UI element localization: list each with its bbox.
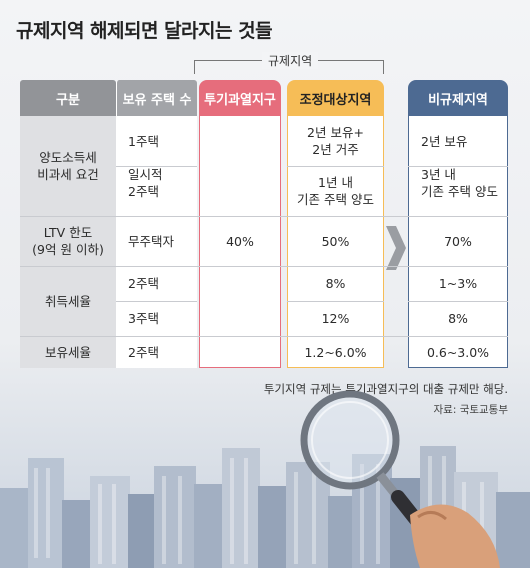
column-adjusted: 2년 보유+ 2년 거주 1년 내 기존 주택 양도 50% 8% 12% 1.… [287, 116, 384, 368]
cell-line: 2년 거주 [312, 142, 359, 157]
cell-spec-ltv: 40% [226, 233, 254, 249]
page-title: 규제지역 해제되면 달라지는 것들 [16, 20, 273, 42]
row-divider [287, 301, 384, 302]
cell-house-acq-3: 3주택 [128, 311, 159, 326]
cell-non-holding: 0.6~3.0% [426, 344, 490, 360]
column-house-count: 1주택 일시적 2주택 무주택자 2주택 3주택 2주택 [116, 116, 197, 368]
magnifying-glass-icon [300, 390, 500, 568]
row-divider [20, 266, 508, 267]
cell-adj-1: 2년 보유+ 2년 거주 [288, 116, 383, 166]
right-arrow-icon [386, 226, 406, 270]
row-label-ltv: LTV 한도 (9억 원 이하) [20, 216, 116, 266]
cell-non-acq-2: 1~3% [438, 276, 478, 291]
cell-line: 기존 주택 양도 [297, 192, 374, 207]
cell-adj-holding: 1.2~6.0% [304, 344, 367, 360]
row-divider [20, 336, 508, 337]
cell-line: 1년 내 [318, 175, 353, 190]
row-divider [408, 166, 508, 167]
footnote: 투기지역 규제는 투기과열지구의 대출 규제만 해당. [263, 382, 508, 396]
row-label-acquisition-tax: 취득세율 [44, 293, 91, 309]
label-line: LTV 한도 [43, 225, 93, 240]
row-divider [116, 301, 197, 302]
header-house-count: 보유 주택 수 [116, 80, 197, 116]
cell-house-ltv: 무주택자 [128, 233, 175, 249]
cell-adj-acq-2: 8% [325, 276, 346, 291]
cell-adj-ltv: 50% [321, 233, 350, 249]
header-speculative: 투기과열지구 [199, 80, 281, 116]
header-non-regulated: 비규제지역 [408, 80, 508, 116]
header-gubun: 구분 [20, 80, 116, 116]
row-divider [20, 216, 508, 217]
row-label-holding-tax: 보유세율 [44, 344, 91, 360]
cell-line: 2주택 [128, 184, 159, 199]
cell-line: 2년 보유+ [307, 125, 364, 140]
cell-adj-acq-3: 12% [321, 311, 350, 326]
cell-non-2: 3년 내 기존 주택 양도 [409, 166, 507, 216]
column-speculative: 40% [199, 116, 281, 368]
column-non-regulated: 2년 보유 3년 내 기존 주택 양도 70% 1~3% 8% 0.6~3.0% [408, 116, 508, 368]
row-divider [116, 166, 197, 167]
cell-non-acq-3: 8% [448, 311, 468, 326]
cell-line: 3년 내 [421, 167, 456, 182]
label-line: (9억 원 이하) [32, 242, 104, 257]
cell-line: 일시적 [128, 167, 163, 182]
row-divider [287, 166, 384, 167]
cell-house-temp-2: 일시적 2주택 [116, 166, 197, 216]
cell-house-holding: 2주택 [128, 344, 159, 360]
cell-non-1: 2년 보유 [421, 133, 468, 149]
cell-line: 기존 주택 양도 [421, 184, 498, 199]
column-gubun: 양도소득세 비과세 요건 LTV 한도 (9억 원 이하) 취득세율 보유세율 [20, 116, 116, 368]
source-credit: 자료: 국토교통부 [433, 404, 509, 416]
cell-adj-2: 1년 내 기존 주택 양도 [288, 166, 383, 216]
header-adjusted: 조정대상지역 [287, 80, 384, 116]
cell-house-1: 1주택 [128, 133, 159, 149]
cell-non-ltv: 70% [444, 233, 472, 249]
regulated-bracket-label: 규제지역 [262, 52, 319, 69]
row-divider [408, 301, 508, 302]
cell-house-acq-2: 2주택 [128, 276, 159, 291]
label-line: 양도소득세 [39, 150, 97, 165]
label-line: 비과세 요건 [37, 167, 99, 182]
row-label-capital-gains: 양도소득세 비과세 요건 [20, 116, 116, 216]
